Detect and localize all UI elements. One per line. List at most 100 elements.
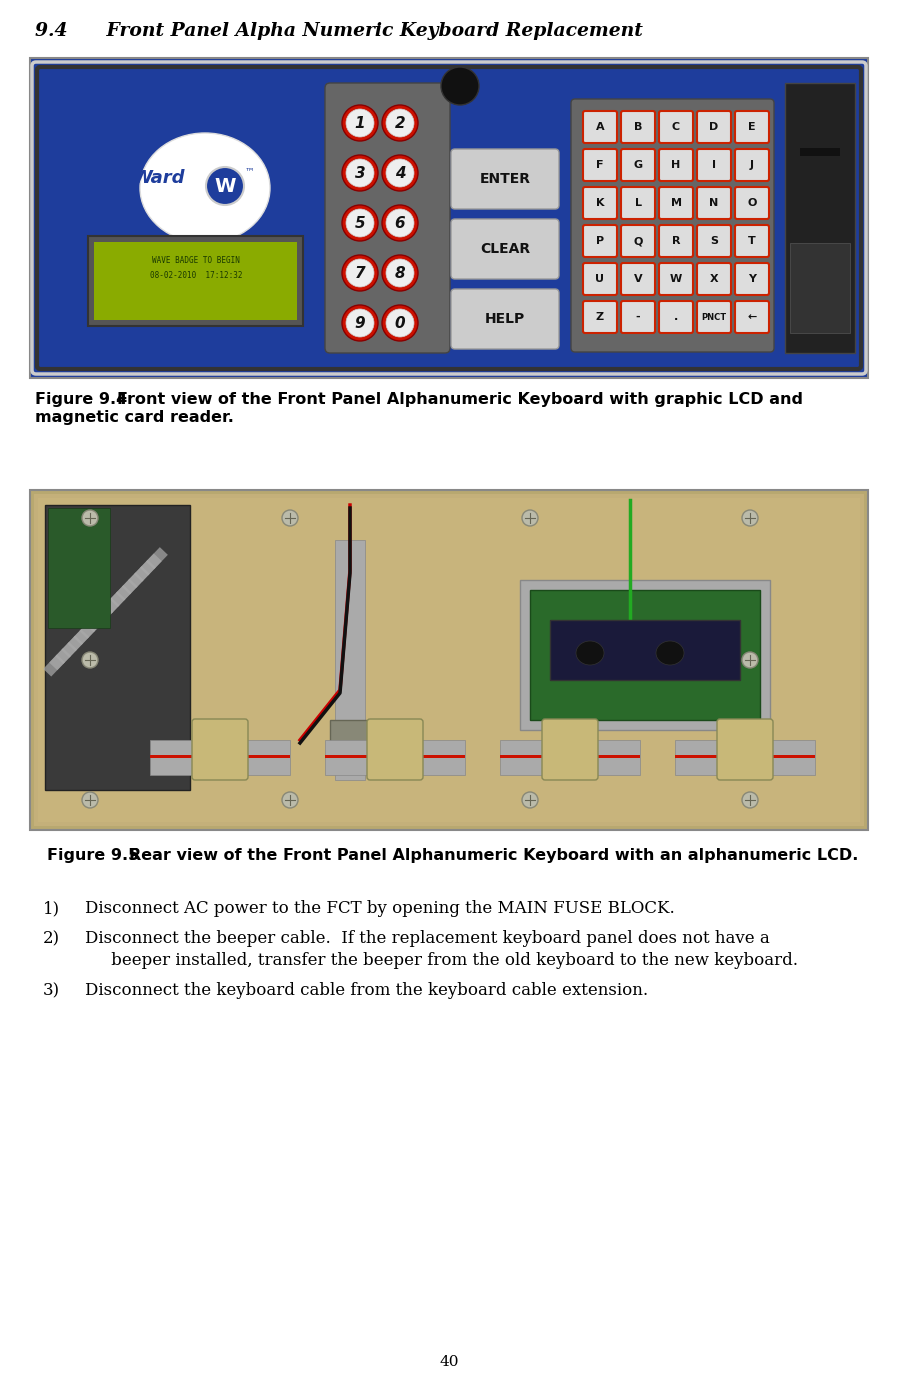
Bar bbox=[530, 590, 760, 720]
Text: Figure 9.4: Figure 9.4 bbox=[35, 392, 128, 407]
Bar bbox=[94, 242, 297, 320]
FancyBboxPatch shape bbox=[367, 719, 423, 780]
FancyBboxPatch shape bbox=[621, 150, 655, 181]
Text: 4: 4 bbox=[395, 165, 405, 180]
FancyBboxPatch shape bbox=[659, 263, 693, 295]
Text: Front view of the Front Panel Alphanumeric Keyboard with graphic LCD and: Front view of the Front Panel Alphanumer… bbox=[117, 392, 803, 407]
Bar bbox=[790, 242, 850, 332]
FancyBboxPatch shape bbox=[621, 187, 655, 219]
FancyBboxPatch shape bbox=[697, 301, 731, 332]
Text: -: - bbox=[636, 312, 640, 321]
Bar bbox=[520, 580, 770, 730]
Text: 1: 1 bbox=[355, 115, 365, 130]
FancyBboxPatch shape bbox=[735, 301, 769, 332]
Text: H: H bbox=[672, 161, 681, 170]
FancyBboxPatch shape bbox=[735, 224, 769, 258]
Bar bbox=[325, 755, 465, 758]
Ellipse shape bbox=[386, 259, 414, 287]
Bar bbox=[330, 720, 370, 742]
FancyBboxPatch shape bbox=[659, 187, 693, 219]
Ellipse shape bbox=[282, 792, 298, 807]
Ellipse shape bbox=[282, 510, 298, 526]
FancyBboxPatch shape bbox=[697, 263, 731, 295]
Bar bbox=[30, 58, 868, 378]
Text: P: P bbox=[596, 235, 604, 247]
Ellipse shape bbox=[342, 205, 378, 241]
FancyBboxPatch shape bbox=[659, 150, 693, 181]
Ellipse shape bbox=[342, 105, 378, 141]
Text: T: T bbox=[748, 235, 756, 247]
FancyBboxPatch shape bbox=[735, 263, 769, 295]
Bar bbox=[34, 494, 864, 825]
Ellipse shape bbox=[386, 109, 414, 137]
Bar bbox=[675, 755, 815, 758]
Ellipse shape bbox=[576, 641, 604, 665]
Bar bbox=[30, 490, 868, 830]
Ellipse shape bbox=[346, 159, 374, 187]
Text: ENTER: ENTER bbox=[479, 172, 530, 186]
Text: 6: 6 bbox=[395, 216, 405, 230]
Bar bbox=[335, 540, 365, 780]
Text: Figure 9.5: Figure 9.5 bbox=[47, 848, 139, 863]
Text: W: W bbox=[670, 274, 682, 284]
Ellipse shape bbox=[206, 168, 244, 205]
FancyBboxPatch shape bbox=[735, 187, 769, 219]
Text: Ward: Ward bbox=[132, 169, 185, 187]
Bar bbox=[325, 740, 465, 776]
FancyBboxPatch shape bbox=[697, 224, 731, 258]
Text: CLEAR: CLEAR bbox=[480, 242, 530, 256]
Bar bbox=[38, 499, 860, 823]
Bar bbox=[500, 755, 640, 758]
Ellipse shape bbox=[342, 305, 378, 341]
Text: Disconnect the keyboard cable from the keyboard cable extension.: Disconnect the keyboard cable from the k… bbox=[85, 982, 648, 999]
Text: 3: 3 bbox=[355, 165, 365, 180]
Text: PNCT: PNCT bbox=[701, 313, 726, 321]
Bar bbox=[45, 506, 190, 789]
Text: O: O bbox=[747, 198, 757, 208]
Text: Disconnect AC power to the FCT by opening the MAIN FUSE BLOCK.: Disconnect AC power to the FCT by openin… bbox=[85, 900, 675, 917]
Ellipse shape bbox=[82, 510, 98, 526]
FancyBboxPatch shape bbox=[571, 98, 774, 352]
Text: 5: 5 bbox=[355, 216, 365, 230]
FancyBboxPatch shape bbox=[621, 263, 655, 295]
Bar bbox=[800, 148, 840, 157]
Text: WAVE BADGE TO BEGIN
08-02-2010  17:12:32: WAVE BADGE TO BEGIN 08-02-2010 17:12:32 bbox=[150, 256, 242, 280]
Text: .: . bbox=[674, 312, 678, 321]
Bar bbox=[88, 235, 303, 325]
Ellipse shape bbox=[382, 155, 418, 191]
Ellipse shape bbox=[382, 105, 418, 141]
Text: N: N bbox=[709, 198, 718, 208]
Ellipse shape bbox=[140, 133, 270, 242]
Text: M: M bbox=[671, 198, 681, 208]
Ellipse shape bbox=[742, 792, 758, 807]
Ellipse shape bbox=[342, 155, 378, 191]
Text: G: G bbox=[634, 161, 643, 170]
FancyBboxPatch shape bbox=[583, 224, 617, 258]
Text: 1): 1) bbox=[43, 900, 60, 917]
Text: L: L bbox=[635, 198, 642, 208]
FancyBboxPatch shape bbox=[735, 111, 769, 143]
Text: D: D bbox=[709, 122, 718, 132]
FancyBboxPatch shape bbox=[621, 301, 655, 332]
Text: Rear view of the Front Panel Alphanumeric Keyboard with an alphanumeric LCD.: Rear view of the Front Panel Alphanumeri… bbox=[129, 848, 859, 863]
Text: F: F bbox=[596, 161, 604, 170]
FancyBboxPatch shape bbox=[542, 719, 598, 780]
Ellipse shape bbox=[342, 255, 378, 291]
FancyBboxPatch shape bbox=[735, 150, 769, 181]
FancyBboxPatch shape bbox=[451, 289, 559, 349]
FancyBboxPatch shape bbox=[697, 111, 731, 143]
Text: Disconnect the beeper cable.  If the replacement keyboard panel does not have a: Disconnect the beeper cable. If the repl… bbox=[85, 929, 770, 947]
Ellipse shape bbox=[522, 792, 538, 807]
Text: I: I bbox=[712, 161, 716, 170]
Text: 9.4      Front Panel Alpha Numeric Keyboard Replacement: 9.4 Front Panel Alpha Numeric Keyboard R… bbox=[35, 22, 643, 40]
Ellipse shape bbox=[346, 259, 374, 287]
Bar bbox=[48, 508, 110, 627]
Ellipse shape bbox=[386, 309, 414, 337]
Text: ←: ← bbox=[747, 312, 757, 321]
Text: 9: 9 bbox=[355, 316, 365, 331]
FancyBboxPatch shape bbox=[583, 111, 617, 143]
FancyBboxPatch shape bbox=[583, 301, 617, 332]
Ellipse shape bbox=[346, 209, 374, 237]
Ellipse shape bbox=[742, 510, 758, 526]
FancyBboxPatch shape bbox=[583, 150, 617, 181]
